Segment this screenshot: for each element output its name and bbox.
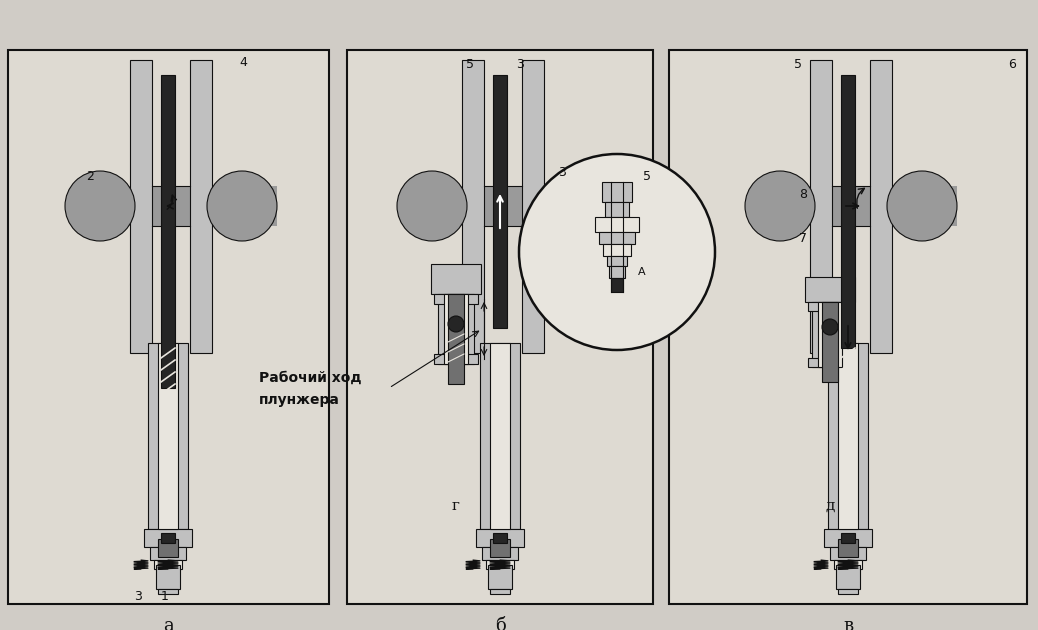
Bar [488,565,512,589]
Circle shape [448,316,464,332]
Circle shape [887,171,957,241]
Text: А: А [638,267,646,277]
Bar [838,539,858,557]
Text: 6: 6 [1008,59,1016,71]
Bar [605,202,629,217]
Circle shape [207,171,277,241]
Bar [780,186,957,226]
Bar [148,343,188,529]
Bar [603,244,631,256]
Bar [156,565,180,589]
Bar [595,217,639,232]
Bar [808,302,852,311]
Bar [448,294,464,384]
Bar [431,264,481,294]
Bar [670,50,1027,604]
Text: 5: 5 [794,59,802,71]
Circle shape [822,319,838,335]
Bar [812,302,848,367]
Circle shape [65,171,135,241]
Text: а: а [163,617,173,630]
Bar [151,547,186,560]
Bar [462,60,484,353]
Bar [870,60,892,353]
Bar [130,60,152,353]
Bar [154,560,182,569]
Bar [158,589,177,594]
Text: в: в [843,617,853,630]
Circle shape [539,171,609,241]
Bar [822,302,838,382]
Bar [810,60,832,353]
Bar [100,186,277,226]
Bar [434,354,479,364]
Bar [486,560,514,569]
Bar [493,75,507,328]
Bar [432,186,609,226]
Circle shape [745,171,815,241]
Text: д: д [825,499,835,513]
Bar [438,294,474,364]
Bar [482,547,518,560]
Bar [841,533,855,543]
Bar [818,302,842,367]
Bar [493,533,507,543]
Bar [611,278,623,292]
Bar [836,565,861,589]
Bar [161,75,175,388]
Bar [490,343,510,529]
Bar [607,256,627,266]
Bar [824,529,872,547]
Bar [444,294,468,364]
Bar [808,358,852,367]
Text: плунжера: плунжера [260,393,339,407]
Text: г: г [453,499,460,513]
Text: 3: 3 [516,59,524,71]
Bar [838,589,858,594]
Bar [599,232,635,244]
Bar [434,294,479,304]
Bar [838,343,858,529]
Bar [490,589,510,594]
Bar [158,343,177,529]
Text: 3: 3 [134,590,142,602]
Bar [830,547,866,560]
Text: б: б [495,617,506,630]
Bar [190,60,212,353]
Bar [602,182,632,202]
Text: 1: 1 [161,590,169,602]
Bar [805,277,855,302]
Bar [522,60,544,353]
Bar [476,529,524,547]
Text: 5: 5 [466,59,474,71]
Bar [158,539,177,557]
Circle shape [397,171,467,241]
Circle shape [519,154,715,350]
Text: Рабочий ход: Рабочий ход [260,371,361,385]
Text: 3: 3 [558,166,566,178]
Bar [609,266,625,278]
Text: 4: 4 [239,55,247,69]
Bar [8,50,329,604]
Bar [144,529,192,547]
Text: 5: 5 [643,171,651,183]
Text: 2: 2 [86,169,93,183]
Text: 7: 7 [799,232,807,246]
Bar [161,533,175,543]
Bar [841,75,855,348]
Bar [347,50,653,604]
Bar [480,343,520,529]
Text: 8: 8 [799,188,807,202]
Bar [834,560,862,569]
Bar [490,539,510,557]
Bar [828,343,868,529]
